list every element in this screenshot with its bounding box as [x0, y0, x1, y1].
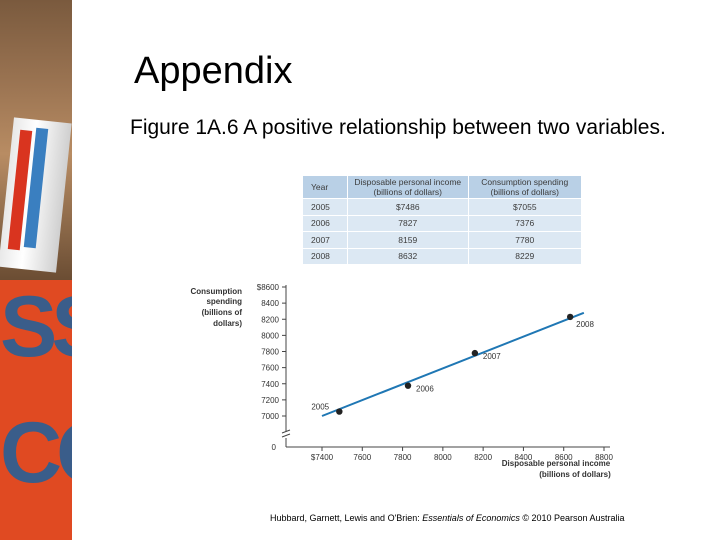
table-row: 2006 7827 7376	[302, 214, 583, 232]
data-point	[566, 313, 574, 321]
cover-orange-panel	[0, 280, 72, 540]
y-axis-label-line2: spending	[206, 297, 242, 306]
x-tick-label: $7400	[311, 453, 334, 462]
data-point	[336, 408, 343, 415]
table-cell: 8229	[467, 247, 583, 265]
figure-caption: Figure 1A.6 A positive relationship betw…	[130, 116, 666, 139]
citation-book-title: Essentials of Economics	[422, 513, 520, 523]
table-cell: $7055	[467, 198, 583, 216]
y-tick-label: 8000	[261, 331, 279, 340]
slide-title: Appendix	[134, 50, 293, 92]
x-axis-label-line1: Disposable personal income	[502, 459, 611, 468]
x-axis-label-line2: (billions of dollars)	[539, 470, 611, 479]
table-cell: $7486	[347, 198, 469, 216]
table-row: 2007 8159 7780	[302, 231, 583, 249]
origin-label: 0	[272, 443, 277, 452]
table-header-row: Year Disposable personal income (billion…	[302, 175, 583, 199]
citation-authors: Hubbard, Garnett, Lewis and O'Brien:	[270, 513, 423, 523]
x-tick-label: 8000	[434, 453, 452, 462]
cover-letters-top: SS	[0, 279, 72, 375]
table-header: Year	[302, 175, 348, 199]
table-cell: 8159	[347, 231, 469, 249]
table-header: Consumption spending (billions of dollar…	[467, 175, 583, 199]
x-tick-label: 7600	[353, 453, 371, 462]
y-tick-label: 7000	[261, 412, 279, 421]
cover-letters-bottom: CO	[0, 405, 72, 501]
table-cell: 7780	[467, 231, 583, 249]
data-point-label: 2007	[483, 352, 501, 361]
x-tick-label: 8200	[474, 453, 492, 462]
data-point-label: 2006	[416, 385, 434, 394]
y-axis-label-line3: (billions of	[202, 308, 243, 317]
data-table: Year Disposable personal income (billion…	[302, 175, 583, 265]
y-axis-label-line1: Consumption	[190, 287, 242, 296]
x-tick-label: 7800	[394, 453, 412, 462]
data-point-label: 2005	[311, 403, 329, 412]
trend-line	[321, 311, 585, 417]
y-tick-label: 7200	[261, 396, 279, 405]
y-tick-label: $8600	[257, 283, 280, 292]
y-axis-label-line4: dollars)	[213, 319, 242, 328]
x-tick-label: 8600	[555, 453, 573, 462]
citation-copyright: © 2010 Pearson Australia	[519, 513, 625, 523]
data-point	[471, 349, 479, 357]
y-tick-label: 8200	[261, 315, 279, 324]
table-cell: 7827	[347, 214, 469, 232]
table-row: 2008 8632 8229	[302, 247, 583, 265]
y-tick-label: 7400	[261, 380, 279, 389]
y-tick-label: 7800	[261, 348, 279, 357]
x-tick-label: 8800	[595, 453, 613, 462]
cover-image-strip: SS CO	[0, 0, 72, 540]
table-cell: 8632	[347, 247, 469, 265]
y-tick-label: 7600	[261, 364, 279, 373]
citation-footer: Hubbard, Garnett, Lewis and O'Brien: Ess…	[270, 513, 625, 523]
x-tick-label: 8400	[515, 453, 533, 462]
table-cell: 2008	[302, 247, 348, 265]
axis-break-mark	[281, 429, 291, 438]
y-tick-label: 8400	[261, 299, 279, 308]
table-header: Disposable personal income (billions of …	[347, 175, 469, 199]
data-point-label: 2008	[576, 320, 594, 329]
data-point	[404, 382, 412, 389]
